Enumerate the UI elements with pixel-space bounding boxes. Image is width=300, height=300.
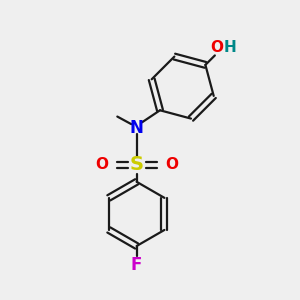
Text: F: F [131,256,142,274]
Text: N: N [130,119,144,137]
Text: O: O [165,158,178,172]
Text: H: H [224,40,237,55]
Text: O: O [95,158,108,172]
Text: O: O [211,40,224,55]
Text: S: S [130,155,144,174]
